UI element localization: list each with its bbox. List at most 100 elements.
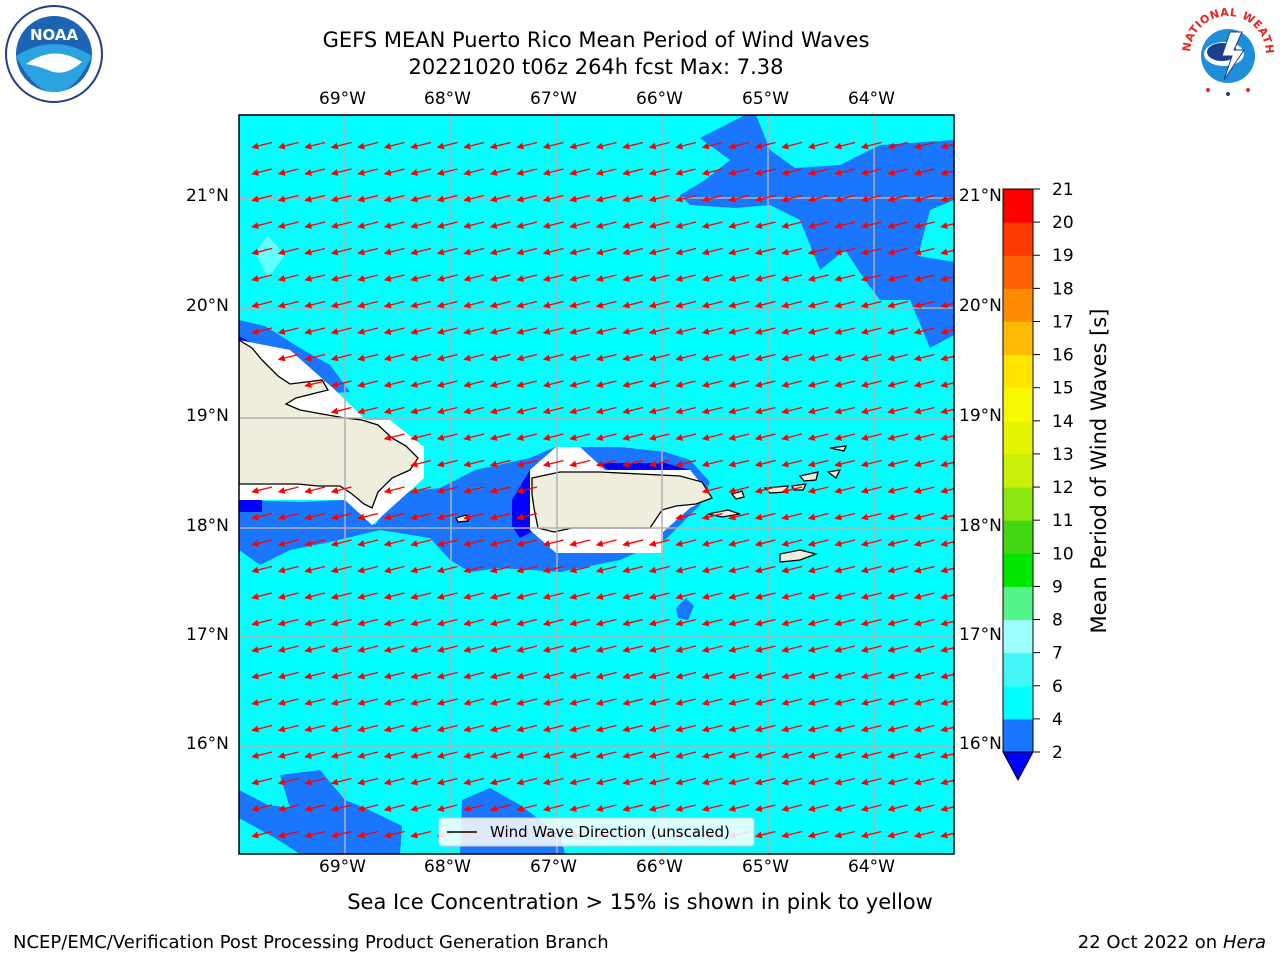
wind-wave-arrow [436,353,458,362]
wind-wave-arrow [834,141,856,150]
wind-wave-arrow [383,486,405,494]
wind-wave-arrow [277,512,299,521]
wind-wave-arrow [330,645,352,653]
wind-wave-arrow [277,247,299,256]
wind-wave-arrow [357,698,379,706]
colorbar-tick-label: 14 [1052,412,1074,432]
wind-wave-arrow [887,751,909,759]
wind-wave-arrow [754,406,776,415]
wind-wave-arrow [410,274,432,282]
wind-wave-arrow [304,274,326,282]
wind-wave-arrow [701,592,723,600]
wind-wave-arrow [251,539,273,547]
wind-wave-arrow [569,565,591,574]
wind-wave-arrow [754,247,776,256]
wind-wave-arrow [304,486,326,494]
wind-wave-arrow [754,592,776,600]
wind-wave-arrow [489,804,511,812]
colorbar-segment [1003,652,1033,687]
lon-label-top: 69°W [319,89,366,109]
wind-wave-arrow [807,512,829,521]
wind-wave-arrow [383,751,405,759]
wind-wave-arrow [383,380,405,388]
wind-wave-arrow [887,592,909,600]
wind-wave-arrow [781,380,803,388]
colorbar-segment [1003,288,1033,322]
wind-wave-arrow [675,221,697,229]
wind-wave-arrow [887,459,909,468]
wind-wave-arrow [542,433,564,441]
wind-wave-arrow [807,141,829,150]
wind-wave-arrow [516,300,538,309]
wind-wave-arrow [542,777,564,786]
wind-wave-arrow [277,300,299,309]
wind-wave-arrow [489,539,511,547]
wind-wave-arrow [489,671,511,680]
wind-wave-arrow [754,698,776,706]
wind-wave-arrow [701,804,723,812]
wind-wave-arrow [304,645,326,653]
wind-wave-arrow [913,565,935,574]
wind-wave-arrow [675,274,697,282]
wind-wave-arrow [542,459,564,468]
wind-wave-arrow [807,486,829,494]
wind-wave-arrow [887,618,909,627]
wind-wave-arrow [516,353,538,362]
wind-wave-arrow [383,671,405,680]
wind-wave-arrow [887,539,909,547]
wind-wave-arrow [807,380,829,388]
wind-wave-arrow [913,327,935,335]
wind-wave-arrow [463,751,485,759]
wind-wave-arrow [595,804,617,812]
wind-wave-arrow [595,671,617,680]
wind-wave-arrow [860,274,882,282]
wind-wave-arrow [383,300,405,309]
wind-wave-arrow [701,751,723,759]
wind-wave-arrow [834,433,856,441]
wind-wave-arrow [887,433,909,441]
wind-wave-arrow [754,751,776,759]
wind-wave-arrow [383,565,405,574]
wind-wave-arrow [304,804,326,812]
wind-wave-arrow [940,328,954,335]
wind-wave-arrow [330,592,352,600]
sea-ice-note: Sea Ice Concentration > 15% is shown in … [347,890,933,914]
wind-wave-arrow [860,751,882,759]
wind-wave-arrow [940,169,954,176]
wind-wave-arrow [860,830,882,839]
wind-wave-arrow [304,618,326,627]
wind-wave-arrow [489,433,511,441]
wind-wave-arrow [781,804,803,812]
colorbar-segment [1003,685,1033,720]
footer-date-text: 22 Oct 2022 on [1077,932,1223,953]
wind-wave-arrow [834,486,856,494]
wind-wave-arrow [807,592,829,600]
wind-wave-arrow [489,751,511,759]
wind-wave-arrow [595,406,617,415]
wind-wave-arrow [251,486,273,494]
wind-wave-arrow [569,804,591,812]
wind-wave-arrow [622,539,644,547]
wind-wave-arrow [330,777,352,786]
wind-wave-arrow [595,300,617,309]
wind-wave-arrow [834,645,856,653]
wind-wave-arrow [357,353,379,362]
wind-wave-arrow [728,751,750,759]
wind-wave-arrow [807,168,829,176]
wind-wave-arrow [913,645,935,653]
colorbar-tick-label: 7 [1052,644,1063,664]
wind-wave-arrow [489,698,511,706]
wind-wave-arrow [463,645,485,653]
wind-wave-arrow [357,565,379,574]
wind-wave-arrow [516,592,538,600]
wind-wave-arrow [860,141,882,150]
wind-wave-arrow [940,593,954,600]
wind-wave-arrow [410,168,432,176]
wind-wave-arrow [410,671,432,680]
wind-wave-arrow [701,459,723,468]
wind-wave-arrow [622,724,644,733]
land-masses [239,339,848,563]
wind-wave-arrow [304,698,326,706]
wind-wave-arrow [754,486,776,494]
